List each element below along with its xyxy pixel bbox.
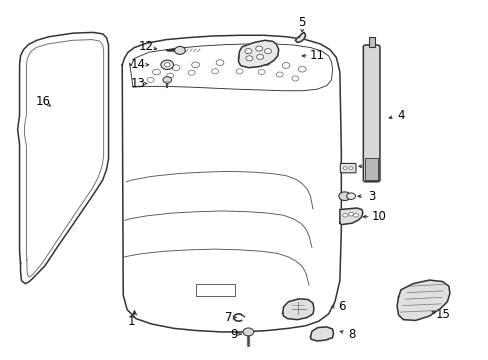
Text: 15: 15 <box>435 309 449 321</box>
Circle shape <box>164 63 170 67</box>
Circle shape <box>174 46 185 54</box>
Circle shape <box>245 56 252 61</box>
Text: 5: 5 <box>298 16 305 29</box>
Circle shape <box>346 193 355 199</box>
Circle shape <box>163 77 171 83</box>
Circle shape <box>161 60 173 69</box>
Bar <box>365 158 377 180</box>
Circle shape <box>256 54 263 59</box>
Text: 12: 12 <box>138 40 153 53</box>
Text: 1: 1 <box>127 315 135 328</box>
FancyBboxPatch shape <box>363 45 379 182</box>
Bar <box>368 37 374 47</box>
Text: 16: 16 <box>36 95 50 108</box>
Circle shape <box>342 213 347 217</box>
Polygon shape <box>238 40 278 68</box>
Polygon shape <box>295 32 305 42</box>
Circle shape <box>243 328 253 336</box>
Text: 11: 11 <box>309 49 324 62</box>
FancyBboxPatch shape <box>340 163 355 173</box>
Text: 14: 14 <box>130 58 145 71</box>
Text: 8: 8 <box>347 328 355 341</box>
Circle shape <box>348 167 352 170</box>
Text: 4: 4 <box>396 109 404 122</box>
Text: 9: 9 <box>229 328 237 341</box>
Text: 3: 3 <box>367 190 375 203</box>
Circle shape <box>348 212 353 216</box>
Polygon shape <box>339 208 362 225</box>
Circle shape <box>343 167 346 170</box>
Text: 10: 10 <box>371 210 386 223</box>
Circle shape <box>353 213 358 217</box>
Circle shape <box>264 49 271 54</box>
Text: 7: 7 <box>224 311 232 324</box>
Circle shape <box>244 49 251 54</box>
Circle shape <box>255 46 262 51</box>
Text: 2: 2 <box>367 160 375 173</box>
Polygon shape <box>396 280 449 320</box>
Text: 13: 13 <box>130 77 145 90</box>
Polygon shape <box>282 299 313 320</box>
Text: 6: 6 <box>338 300 346 313</box>
Circle shape <box>338 192 350 201</box>
Polygon shape <box>310 327 333 341</box>
